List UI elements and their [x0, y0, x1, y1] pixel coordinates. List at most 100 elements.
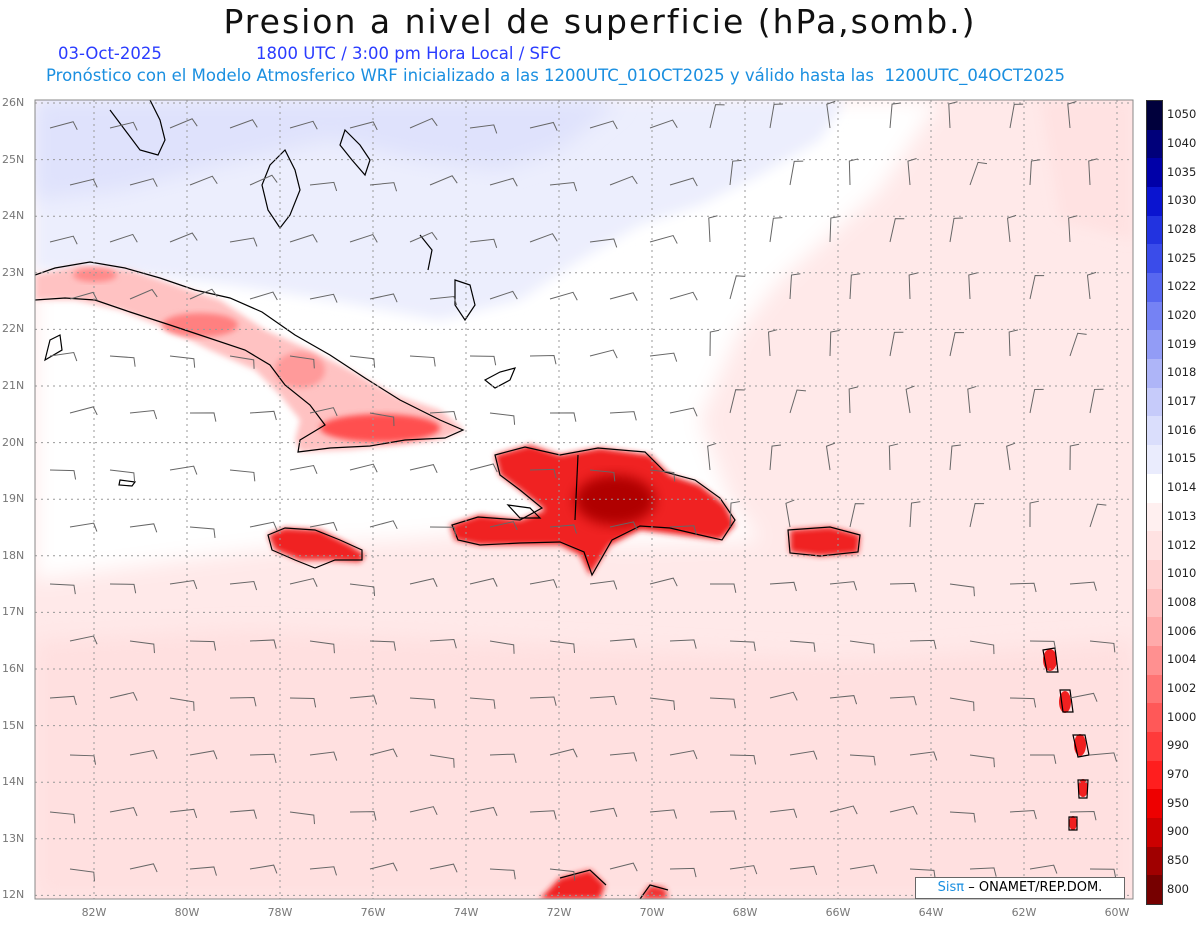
wind-barb: [1029, 500, 1039, 528]
wind-barb: [429, 863, 458, 873]
wind-barb: [489, 521, 518, 531]
forecast-description: Pronóstico con el Modelo Atmosferico WRF…: [46, 66, 1065, 85]
wind-barb: [849, 273, 861, 300]
wind-barb: [229, 355, 255, 369]
wind-barb: [948, 101, 958, 129]
wind-barb: [767, 329, 778, 357]
wind-barb: [409, 697, 436, 709]
wind-barb: [1009, 103, 1024, 129]
wind-barb: [289, 577, 318, 587]
wind-barb: [469, 463, 498, 473]
wind-barb: [609, 521, 638, 531]
wind-barb: [709, 104, 725, 129]
lat-label: 13N: [2, 831, 25, 845]
wind-barb: [409, 806, 438, 816]
wind-barb: [708, 215, 718, 243]
wind-barb: [229, 237, 258, 247]
wind-barb: [949, 811, 976, 823]
lat-label: 25N: [2, 152, 25, 166]
wind-barb: [1029, 159, 1041, 186]
wind-barb: [589, 580, 618, 590]
wind-barb: [1086, 271, 1097, 300]
colorbar-segment: [1147, 273, 1162, 303]
wind-barb: [769, 691, 798, 701]
colorbar-level-label: 1000: [1167, 709, 1197, 724]
wind-barb: [429, 295, 458, 306]
wind-barb: [829, 805, 858, 815]
wind-barb: [1069, 692, 1098, 702]
wind-barb: [129, 640, 155, 654]
wind-barb: [909, 501, 921, 528]
colorbar-segment: [1147, 789, 1162, 819]
wind-barb: [669, 291, 698, 301]
colorbar-level-label: 1004: [1167, 652, 1197, 667]
wind-barb: [189, 412, 217, 422]
wind-barb: [789, 160, 804, 186]
wind-barb: [589, 238, 618, 248]
wind-barb: [1029, 640, 1057, 651]
wind-barb: [1029, 754, 1057, 764]
wind-barb: [409, 464, 438, 474]
colorbar-level-label: 1013: [1167, 508, 1197, 523]
wind-barb: [829, 329, 840, 357]
colorbar-segment: [1147, 330, 1162, 360]
colorbar-level-label: 1035: [1167, 164, 1197, 179]
wind-barb: [888, 443, 899, 471]
wind-barb: [249, 864, 278, 874]
lat-label: 23N: [2, 265, 25, 279]
lat-label: 19N: [2, 492, 25, 506]
wind-barb: [229, 809, 257, 819]
wind-barb: [409, 578, 438, 588]
wind-barb: [189, 640, 217, 651]
wind-barb: [1089, 752, 1117, 762]
wind-barb: [49, 583, 76, 595]
wind-barb: [669, 867, 697, 878]
wind-barb: [1067, 100, 1077, 129]
colorbar-level-label: 1018: [1167, 365, 1197, 380]
colorbar-level-label: 1002: [1167, 680, 1197, 695]
colorbar-segment: [1147, 158, 1162, 188]
wind-barb: [309, 181, 338, 192]
colorbar-level-label: 950: [1167, 795, 1189, 810]
colorbar-level-label: 800: [1167, 881, 1189, 896]
wind-barb: [529, 810, 557, 820]
colorbar-segment: [1147, 215, 1162, 245]
colorbar-segment: [1147, 473, 1162, 503]
colorbar-segment: [1147, 445, 1162, 475]
wind-barb: [129, 749, 158, 760]
wind-barb: [349, 463, 378, 473]
colorbar: [1146, 100, 1163, 905]
colorbar-level-label: 1030: [1167, 193, 1197, 208]
wind-barb: [967, 385, 977, 414]
wind-barb: [1006, 442, 1016, 471]
wind-barb: [69, 406, 98, 416]
lat-label: 24N: [2, 209, 25, 223]
wind-barb: [649, 809, 677, 819]
wind-barb: [309, 640, 335, 654]
wind-barb: [229, 469, 256, 482]
colorbar-segment: [1147, 359, 1162, 389]
colorbar-level-label: 970: [1167, 766, 1189, 781]
wind-barb: [829, 216, 840, 243]
wind-barb: [589, 807, 618, 817]
lat-label: 20N: [2, 435, 25, 449]
wind-barb: [469, 697, 496, 709]
wind-barb: [109, 469, 136, 482]
wind-barb: [969, 754, 995, 768]
wind-barb: [489, 290, 518, 300]
wind-barb: [589, 695, 617, 706]
wind-barb: [309, 407, 338, 417]
wind-barb: [709, 329, 720, 357]
colorbar-level-label: 1010: [1167, 566, 1197, 581]
wind-barb: [489, 753, 517, 763]
wind-barb: [309, 521, 338, 531]
forecast-time: 1800 UTC / 3:00 pm Hora Local / SFC: [256, 44, 562, 63]
wind-barb: [549, 181, 578, 192]
wind-barb: [1069, 811, 1097, 821]
wind-barb: [669, 407, 698, 417]
wind-barb: [949, 583, 975, 597]
wind-barb: [609, 862, 638, 872]
wind-barb: [769, 808, 798, 818]
st-vincent-pressure: [1078, 779, 1088, 797]
wind-barb: [669, 639, 697, 649]
